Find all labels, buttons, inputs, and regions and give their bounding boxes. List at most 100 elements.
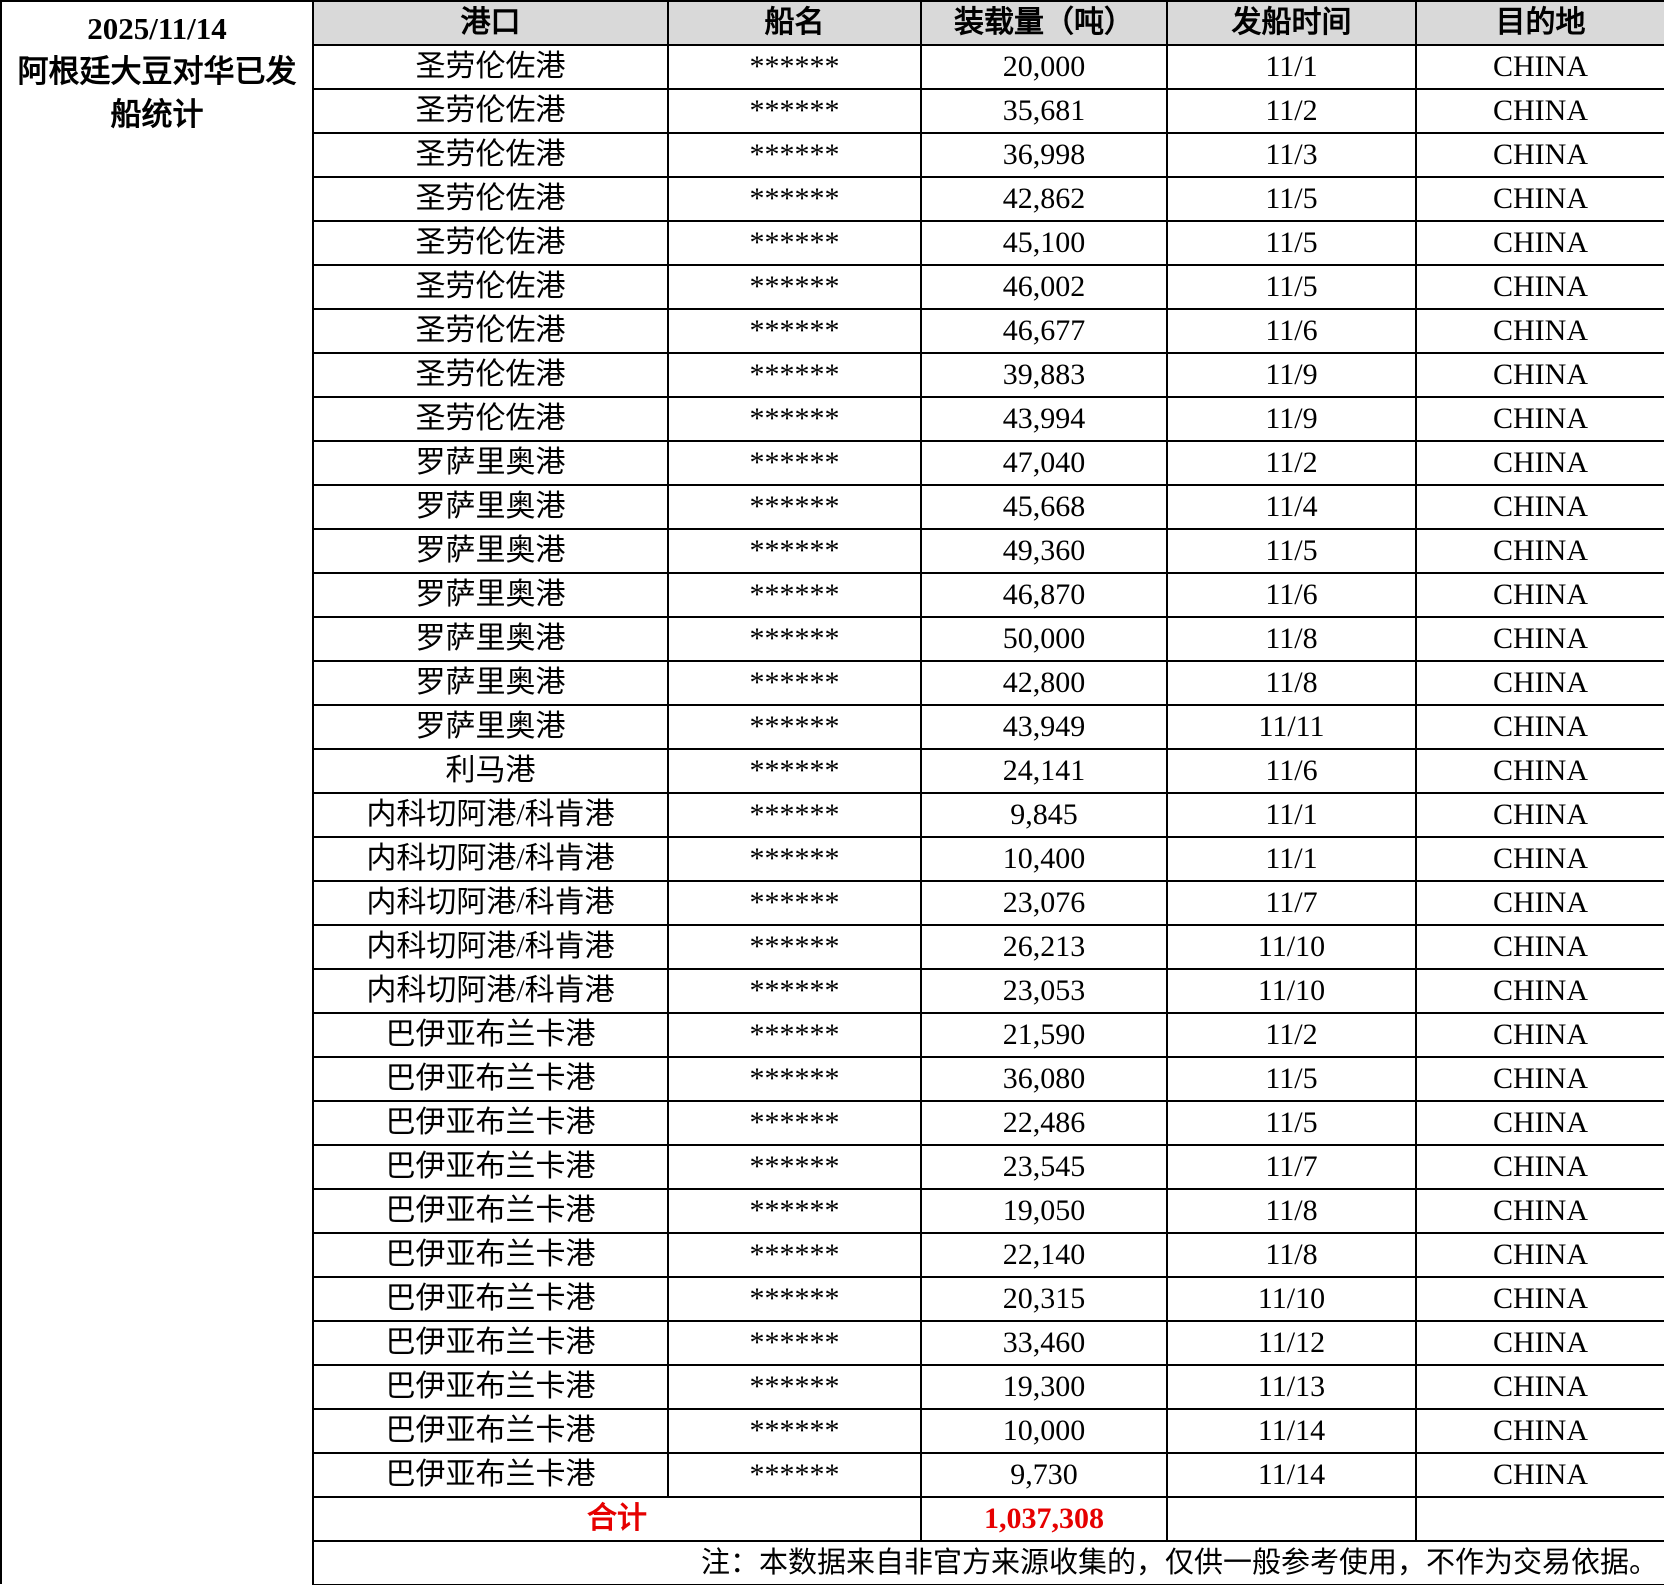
departure-date-cell: 11/14 (1166, 1452, 1417, 1498)
port-cell: 圣劳伦佐港 (312, 308, 669, 354)
tonnage-cell: 19,050 (920, 1188, 1168, 1234)
port-cell: 巴伊亚布兰卡港 (312, 1100, 669, 1146)
tonnage-cell: 36,998 (920, 132, 1168, 178)
destination-cell: CHINA (1415, 396, 1664, 442)
shipments-table: 港口 船名 装载量（吨） 发船时间 目的地 圣劳伦佐港 ****** 20,00… (312, 0, 1664, 1585)
port-cell: 内科切阿港/科肯港 (312, 880, 669, 926)
ship-name-cell: ****** (667, 484, 922, 530)
tonnage-cell: 33,460 (920, 1320, 1168, 1366)
departure-date-cell: 11/10 (1166, 924, 1417, 970)
column-header-destination: 目的地 (1415, 0, 1664, 46)
table-row: 巴伊亚布兰卡港 ****** 19,050 11/8 CHINA (312, 1188, 1664, 1234)
port-cell: 圣劳伦佐港 (312, 44, 669, 90)
tonnage-cell: 10,400 (920, 836, 1168, 882)
tonnage-cell: 45,668 (920, 484, 1168, 530)
ship-name-cell: ****** (667, 308, 922, 354)
total-row: 合计 1,037,308 (312, 1496, 1664, 1542)
tonnage-cell: 50,000 (920, 616, 1168, 662)
tonnage-cell: 49,360 (920, 528, 1168, 574)
port-cell: 巴伊亚布兰卡港 (312, 1232, 669, 1278)
departure-date-cell: 11/8 (1166, 1232, 1417, 1278)
ship-name-cell: ****** (667, 1452, 922, 1498)
ship-name-cell: ****** (667, 528, 922, 574)
table-row: 内科切阿港/科肯港 ****** 10,400 11/1 CHINA (312, 836, 1664, 882)
port-cell: 圣劳伦佐港 (312, 176, 669, 222)
departure-date-cell: 11/3 (1166, 132, 1417, 178)
column-header-tonnage: 装载量（吨） (920, 0, 1168, 46)
destination-cell: CHINA (1415, 660, 1664, 706)
destination-cell: CHINA (1415, 44, 1664, 90)
table-row: 圣劳伦佐港 ****** 46,677 11/6 CHINA (312, 308, 1664, 354)
tonnage-cell: 22,140 (920, 1232, 1168, 1278)
departure-date-cell: 11/8 (1166, 616, 1417, 662)
departure-date-cell: 11/13 (1166, 1364, 1417, 1410)
table-row: 巴伊亚布兰卡港 ****** 33,460 11/12 CHINA (312, 1320, 1664, 1366)
ship-name-cell: ****** (667, 704, 922, 750)
port-cell: 巴伊亚布兰卡港 (312, 1276, 669, 1322)
table-row: 巴伊亚布兰卡港 ****** 36,080 11/5 CHINA (312, 1056, 1664, 1102)
tonnage-cell: 45,100 (920, 220, 1168, 266)
tonnage-cell: 21,590 (920, 1012, 1168, 1058)
ship-name-cell: ****** (667, 396, 922, 442)
departure-date-cell: 11/5 (1166, 528, 1417, 574)
tonnage-cell: 9,845 (920, 792, 1168, 838)
destination-cell: CHINA (1415, 176, 1664, 222)
ship-name-cell: ****** (667, 1144, 922, 1190)
departure-date-cell: 11/8 (1166, 660, 1417, 706)
departure-date-cell: 11/14 (1166, 1408, 1417, 1454)
ship-name-cell: ****** (667, 748, 922, 794)
table-row: 巴伊亚布兰卡港 ****** 19,300 11/13 CHINA (312, 1364, 1664, 1410)
tonnage-cell: 26,213 (920, 924, 1168, 970)
tonnage-cell: 22,486 (920, 1100, 1168, 1146)
ship-name-cell: ****** (667, 440, 922, 486)
departure-date-cell: 11/5 (1166, 1100, 1417, 1146)
ship-name-cell: ****** (667, 1100, 922, 1146)
destination-cell: CHINA (1415, 704, 1664, 750)
note-row: 注：本数据来自非官方来源收集的，仅供一般参考使用，不作为交易依据。 (312, 1540, 1664, 1585)
ship-name-cell: ****** (667, 132, 922, 178)
port-cell: 圣劳伦佐港 (312, 132, 669, 178)
ship-name-cell: ****** (667, 1364, 922, 1410)
destination-cell: CHINA (1415, 924, 1664, 970)
port-cell: 巴伊亚布兰卡港 (312, 1188, 669, 1234)
tonnage-cell: 23,545 (920, 1144, 1168, 1190)
destination-cell: CHINA (1415, 836, 1664, 882)
departure-date-cell: 11/11 (1166, 704, 1417, 750)
destination-cell: CHINA (1415, 792, 1664, 838)
departure-date-cell: 11/2 (1166, 1012, 1417, 1058)
table-body: 圣劳伦佐港 ****** 20,000 11/1 CHINA 圣劳伦佐港 ***… (312, 44, 1664, 1498)
column-header-port: 港口 (312, 0, 669, 46)
destination-cell: CHINA (1415, 968, 1664, 1014)
ship-name-cell: ****** (667, 792, 922, 838)
destination-cell: CHINA (1415, 484, 1664, 530)
ship-name-cell: ****** (667, 1408, 922, 1454)
departure-date-cell: 11/6 (1166, 572, 1417, 618)
table-row: 巴伊亚布兰卡港 ****** 9,730 11/14 CHINA (312, 1452, 1664, 1498)
port-cell: 内科切阿港/科肯港 (312, 924, 669, 970)
header-row: 港口 船名 装载量（吨） 发船时间 目的地 (312, 0, 1664, 46)
tonnage-cell: 9,730 (920, 1452, 1168, 1498)
port-cell: 罗萨里奥港 (312, 616, 669, 662)
port-cell: 巴伊亚布兰卡港 (312, 1452, 669, 1498)
table-row: 巴伊亚布兰卡港 ****** 10,000 11/14 CHINA (312, 1408, 1664, 1454)
table-row: 内科切阿港/科肯港 ****** 9,845 11/1 CHINA (312, 792, 1664, 838)
report-title: 2025/11/14 阿根廷大豆对华已发 船统计 (0, 0, 312, 1584)
departure-date-cell: 11/1 (1166, 792, 1417, 838)
departure-date-cell: 11/7 (1166, 1144, 1417, 1190)
ship-name-cell: ****** (667, 968, 922, 1014)
departure-date-cell: 11/5 (1166, 1056, 1417, 1102)
tonnage-cell: 42,800 (920, 660, 1168, 706)
tonnage-cell: 36,080 (920, 1056, 1168, 1102)
table-row: 内科切阿港/科肯港 ****** 26,213 11/10 CHINA (312, 924, 1664, 970)
column-header-date: 发船时间 (1166, 0, 1417, 46)
tonnage-cell: 23,076 (920, 880, 1168, 926)
tonnage-cell: 19,300 (920, 1364, 1168, 1410)
port-cell: 罗萨里奥港 (312, 528, 669, 574)
report-title-line: 船统计 (110, 97, 204, 132)
destination-cell: CHINA (1415, 1276, 1664, 1322)
report-title-line: 阿根廷大豆对华已发 (17, 54, 297, 89)
ship-name-cell: ****** (667, 176, 922, 222)
table-row: 巴伊亚布兰卡港 ****** 23,545 11/7 CHINA (312, 1144, 1664, 1190)
column-header-ship: 船名 (667, 0, 922, 46)
ship-name-cell: ****** (667, 1276, 922, 1322)
